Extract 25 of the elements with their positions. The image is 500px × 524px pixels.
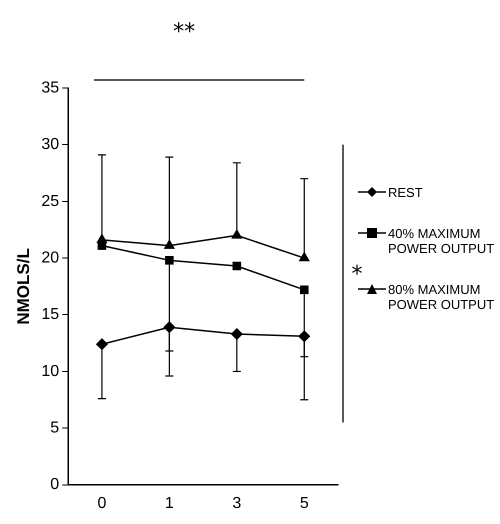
legend-label: 80% MAXIMUM POWER OUTPUT [388,282,496,312]
point [96,338,108,350]
y-tick-label: 25 [41,192,60,210]
y-tick-label: 5 [50,420,60,437]
text: * [352,262,362,287]
x-tick-label: 0 [97,494,106,512]
y-tick-label: 20 [41,249,60,266]
legend-label: REST [388,185,423,200]
y-tick-label: 0 [50,476,60,494]
text: ** [173,20,196,45]
point [299,252,310,262]
x-tick-label: 3 [232,494,242,512]
y-axis-title: NMOLS/L [14,248,33,325]
point [164,240,174,249]
point [232,262,242,270]
point [300,286,309,294]
legend-label: 40% MAXIMUM POWER OUTPUT [388,226,496,256]
y-tick-label: 10 [41,362,60,380]
point [165,256,174,265]
y-tick-label: 35 [41,79,60,96]
x-tick-label: 1 [164,494,174,512]
y-tick-label: 30 [41,136,60,154]
y-tick-label: 15 [41,306,60,324]
x-tick-label: 5 [300,494,309,512]
point [98,241,106,250]
